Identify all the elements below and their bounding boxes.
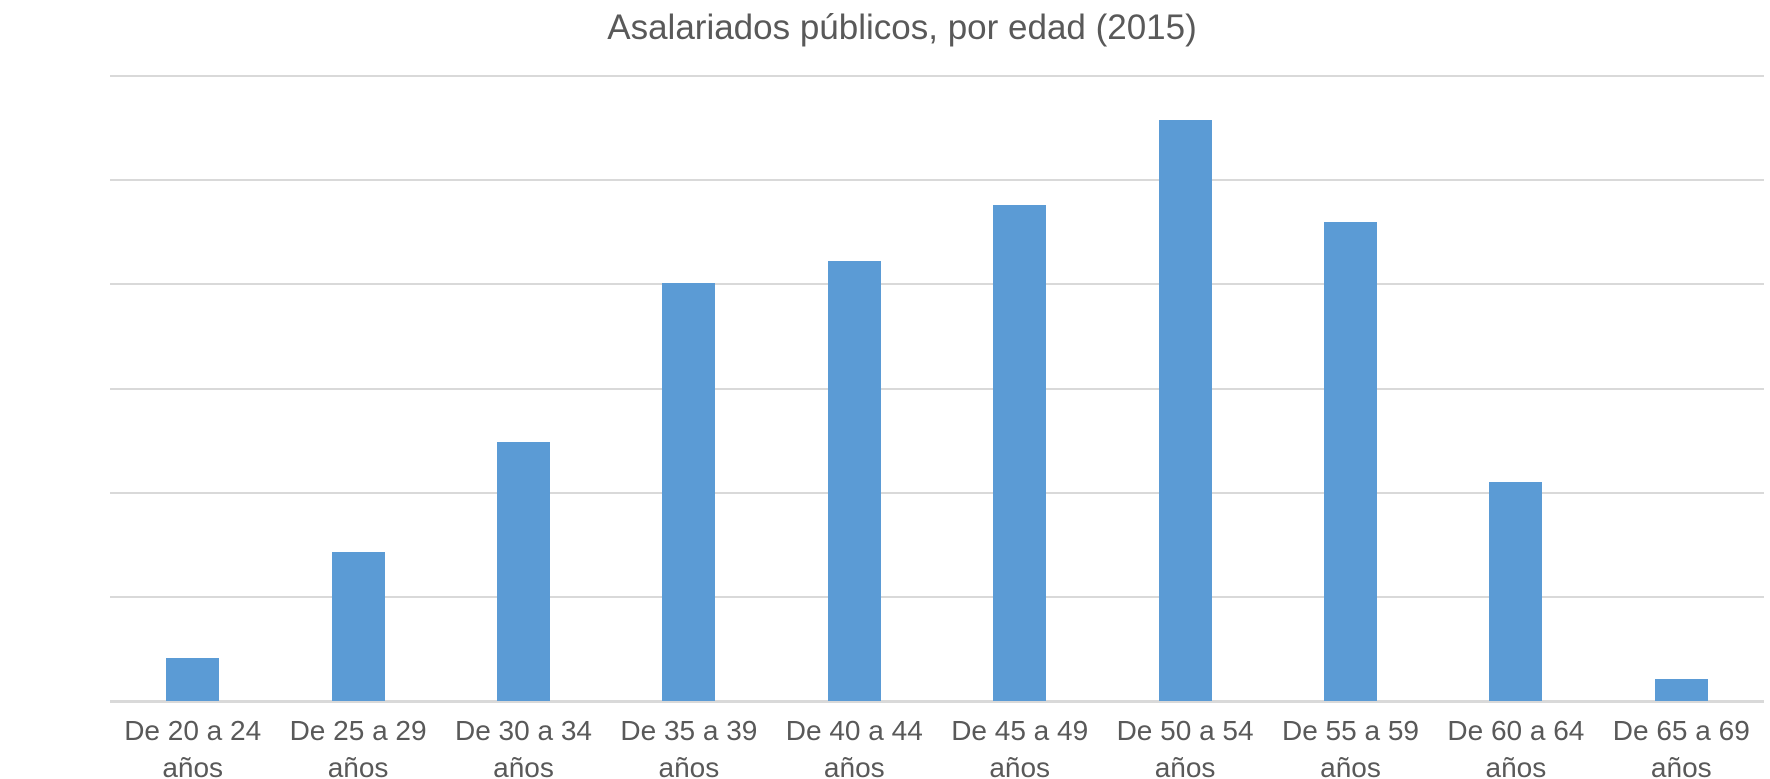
x-axis-tick-label: De 25 a 29 años <box>289 715 427 779</box>
bar-5 <box>827 261 881 701</box>
gridline <box>110 179 1764 182</box>
x-axis-tick-label: De 45 a 49 años <box>951 715 1089 779</box>
x-axis-tick-label: De 40 a 44 años <box>785 715 923 779</box>
gridline <box>110 595 1764 598</box>
x-axis-tick-label: De 30 a 34 años <box>454 715 592 779</box>
bar-9 <box>1489 482 1543 701</box>
bar-3 <box>497 441 550 701</box>
bar-8 <box>1324 221 1377 701</box>
bar-1 <box>166 658 220 701</box>
x-axis-tick-label: De 20 a 24 años <box>124 715 262 779</box>
bar-6 <box>993 205 1047 701</box>
x-axis-tick-label: De 50 a 54 años <box>1116 715 1254 779</box>
chart-title: Asalariados públicos, por edad (2015) <box>607 8 1197 47</box>
bar-4 <box>662 283 716 701</box>
x-axis-tick-label: De 55 a 59 años <box>1281 715 1419 779</box>
bar-7 <box>1158 119 1212 701</box>
bar-10 <box>1654 679 1708 701</box>
gridline <box>110 75 1764 77</box>
bar-2 <box>331 552 385 701</box>
gridline <box>110 387 1764 390</box>
gridline <box>110 283 1764 286</box>
gridline <box>110 491 1764 494</box>
x-axis-tick-label: De 35 a 39 años <box>620 715 758 779</box>
x-axis-tick-label: De 60 a 64 años <box>1447 715 1585 779</box>
x-axis-line <box>110 700 1764 703</box>
x-axis-tick-label: De 65 a 69 años <box>1612 715 1750 779</box>
